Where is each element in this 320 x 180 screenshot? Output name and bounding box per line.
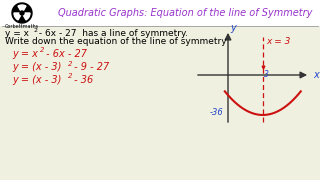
Text: -36: -36 xyxy=(210,109,224,118)
Text: y = x: y = x xyxy=(12,49,38,59)
Bar xyxy=(0,0,320,25)
Wedge shape xyxy=(22,13,30,20)
Text: 3: 3 xyxy=(264,70,269,79)
Text: 2: 2 xyxy=(33,28,37,33)
Text: 2: 2 xyxy=(68,60,73,66)
Text: - 9 - 27: - 9 - 27 xyxy=(71,62,109,72)
Text: Corbettmaths: Corbettmaths xyxy=(5,24,39,29)
Text: 2: 2 xyxy=(40,48,44,53)
Text: y = x: y = x xyxy=(5,30,29,39)
Text: y: y xyxy=(230,23,236,33)
Circle shape xyxy=(20,11,24,15)
Text: - 36: - 36 xyxy=(71,75,93,85)
Text: - 6x - 27: - 6x - 27 xyxy=(43,49,87,59)
Text: - 6x - 27  has a line of symmetry.: - 6x - 27 has a line of symmetry. xyxy=(36,30,188,39)
Wedge shape xyxy=(14,13,22,20)
Text: Quadratic Graphs: Equation of the line of Symmetry: Quadratic Graphs: Equation of the line o… xyxy=(58,8,312,18)
Text: x: x xyxy=(313,70,319,80)
Text: y = (x - 3): y = (x - 3) xyxy=(12,75,61,85)
Circle shape xyxy=(12,3,32,23)
Text: y = (x - 3): y = (x - 3) xyxy=(12,62,61,72)
Text: Write down the equation of the line of symmetry: Write down the equation of the line of s… xyxy=(5,37,227,46)
Text: x = 3: x = 3 xyxy=(266,37,290,46)
Text: 2: 2 xyxy=(68,73,73,80)
Wedge shape xyxy=(18,5,26,13)
